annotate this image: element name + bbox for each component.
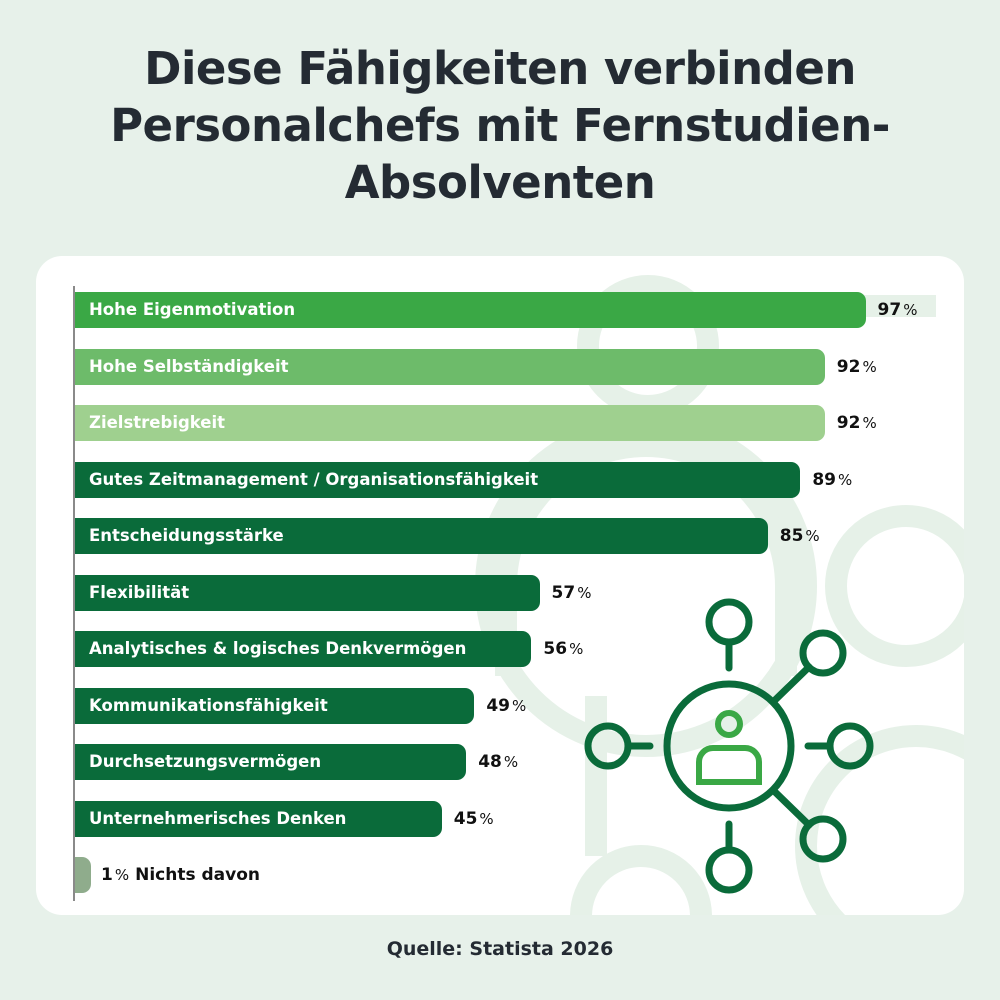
category-label: Kommunikationsfähigkeit [89, 695, 328, 715]
data-label-value: 97 [877, 300, 902, 320]
watermark-circle-icon [825, 505, 964, 667]
category-label: Unternehmerisches Denken [89, 808, 347, 828]
data-label-value: 49 [486, 695, 511, 716]
data-label: 56% [543, 631, 583, 667]
data-label-value: 89 [812, 469, 837, 490]
category-label: Nichts davon [135, 865, 261, 885]
category-label: Hohe Eigenmotivation [89, 300, 296, 319]
data-label-value: 57 [551, 582, 576, 603]
data-label: 92% [837, 405, 877, 441]
bar: Zielstrebigkeit [75, 405, 825, 441]
data-label-value: 56 [543, 639, 568, 659]
percent-sign: % [862, 357, 877, 376]
bar: Hohe Selbständigkeit [75, 348, 825, 385]
bar: Hohe Eigenmotivation [75, 292, 866, 328]
watermark-circle-icon [795, 725, 964, 915]
y-axis-line [73, 286, 75, 901]
category-label: Durchsetzungsvermögen [89, 752, 322, 771]
category-label: Gutes Zeitmanagement / Organisationsfähi… [89, 469, 539, 489]
percent-sign: % [903, 301, 918, 319]
category-label: Flexibilität [89, 582, 190, 602]
bar: Kommunikationsfähigkeit [75, 687, 475, 724]
data-label: 1% Nichts davon [101, 857, 260, 893]
data-label: 85% [780, 518, 820, 554]
bar: Analytisches & logisches Denkvermögen [75, 631, 532, 667]
data-label: 92% [837, 349, 877, 385]
network-person-icon [584, 598, 874, 894]
data-label: 57% [552, 575, 592, 611]
category-label: Hohe Selbständigkeit [89, 356, 289, 376]
bar: Entscheidungsstärke [75, 518, 768, 554]
percent-sign: % [512, 696, 527, 715]
data-label: 45% [454, 801, 494, 837]
source-note: Quelle: Statista 2026 [386, 938, 614, 960]
chart-card: Hohe Eigenmotivation 97% Hohe Selbständigk… [36, 256, 964, 915]
bar: Durchsetzungsvermögen [75, 744, 467, 780]
percent-sign: % [114, 866, 130, 884]
bar [75, 857, 91, 893]
bar: Flexibilität [75, 574, 540, 611]
percent-sign: % [838, 470, 853, 489]
percent-sign: % [479, 809, 494, 828]
percent-sign: % [577, 583, 592, 602]
percent-sign: % [569, 640, 584, 658]
data-label-value: 92 [836, 356, 861, 377]
chart-title: Diese Fähigkeiten verbinden Personalchef… [110, 42, 890, 209]
data-label-value: 1 [101, 865, 113, 885]
data-label-value: 45 [453, 808, 478, 829]
data-label-value: 92 [836, 413, 861, 433]
category-label: Zielstrebigkeit [89, 413, 226, 432]
percent-sign: % [862, 414, 877, 432]
data-label: 49% [486, 688, 526, 724]
percent-sign: % [805, 527, 820, 545]
percent-sign: % [503, 753, 519, 771]
category-label: Entscheidungsstärke [89, 526, 284, 545]
data-label: 97% [878, 292, 918, 328]
data-label: 48% [478, 744, 518, 780]
bar: Unternehmerisches Denken [75, 800, 442, 837]
category-label: Analytisches & logisches Denkvermögen [89, 639, 467, 658]
data-label: 89% [812, 462, 852, 498]
watermark-circle-icon [570, 845, 712, 915]
bar: Gutes Zeitmanagement / Organisationsfähi… [75, 461, 801, 498]
data-label-value: 48 [478, 752, 502, 772]
data-label-value: 85 [779, 526, 804, 546]
